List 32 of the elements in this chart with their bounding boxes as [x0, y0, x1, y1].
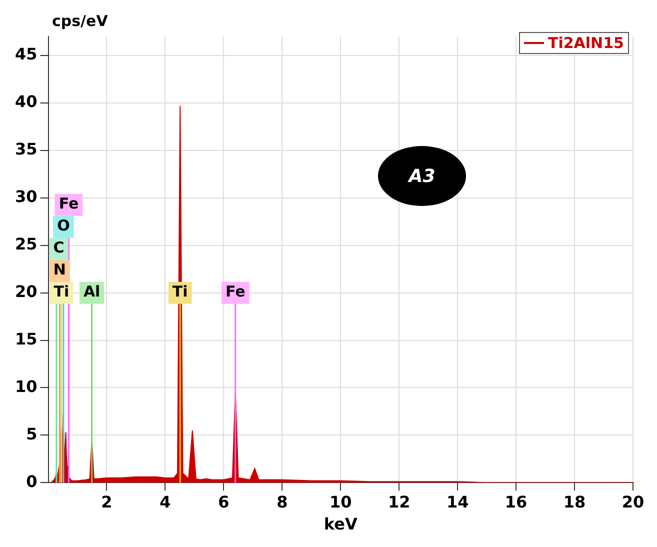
y-tick-label: 10 [15, 376, 38, 396]
y-tick-label: 30 [15, 187, 38, 206]
y-tick-label: 0 [26, 472, 38, 491]
ref-line-label: Al [83, 282, 100, 301]
oval-badge: A3 [378, 146, 466, 206]
y-tick-label: 5 [26, 424, 38, 444]
y-tick-label: 40 [15, 92, 38, 112]
y-tick-label: 15 [15, 329, 38, 348]
x-tick-label: 16 [504, 492, 528, 512]
ref-line-label: N [53, 260, 66, 279]
x-tick-label: 8 [276, 492, 288, 512]
text: Ti2AlN15 [548, 34, 624, 52]
x-tick-label: 18 [563, 492, 586, 512]
x-tick-label: 14 [446, 492, 469, 512]
x-tick-label: 6 [218, 492, 230, 512]
y-tick-label: 35 [15, 140, 38, 159]
x-tick-label: 10 [330, 492, 352, 512]
ref-line-label: Ti [54, 282, 70, 301]
y-tick-label: 25 [15, 234, 38, 254]
x-axis-title: keV [324, 514, 358, 534]
x-tick-label: 20 [622, 492, 644, 512]
x-tick-label: 4 [160, 492, 171, 512]
y-tick-label: 20 [15, 282, 38, 301]
x-tick-label: 12 [388, 492, 410, 512]
ref-line-label: C [53, 238, 64, 257]
y-tick-label: 45 [15, 44, 38, 64]
y-axis-title: cps/eV [52, 12, 108, 30]
ref-line-label: Ti [172, 282, 188, 301]
ref-line-label: Fe [58, 194, 79, 213]
ref-line-label: O [57, 216, 70, 235]
x-tick-label: 2 [101, 492, 112, 512]
ref-line-label: Fe [225, 282, 246, 301]
